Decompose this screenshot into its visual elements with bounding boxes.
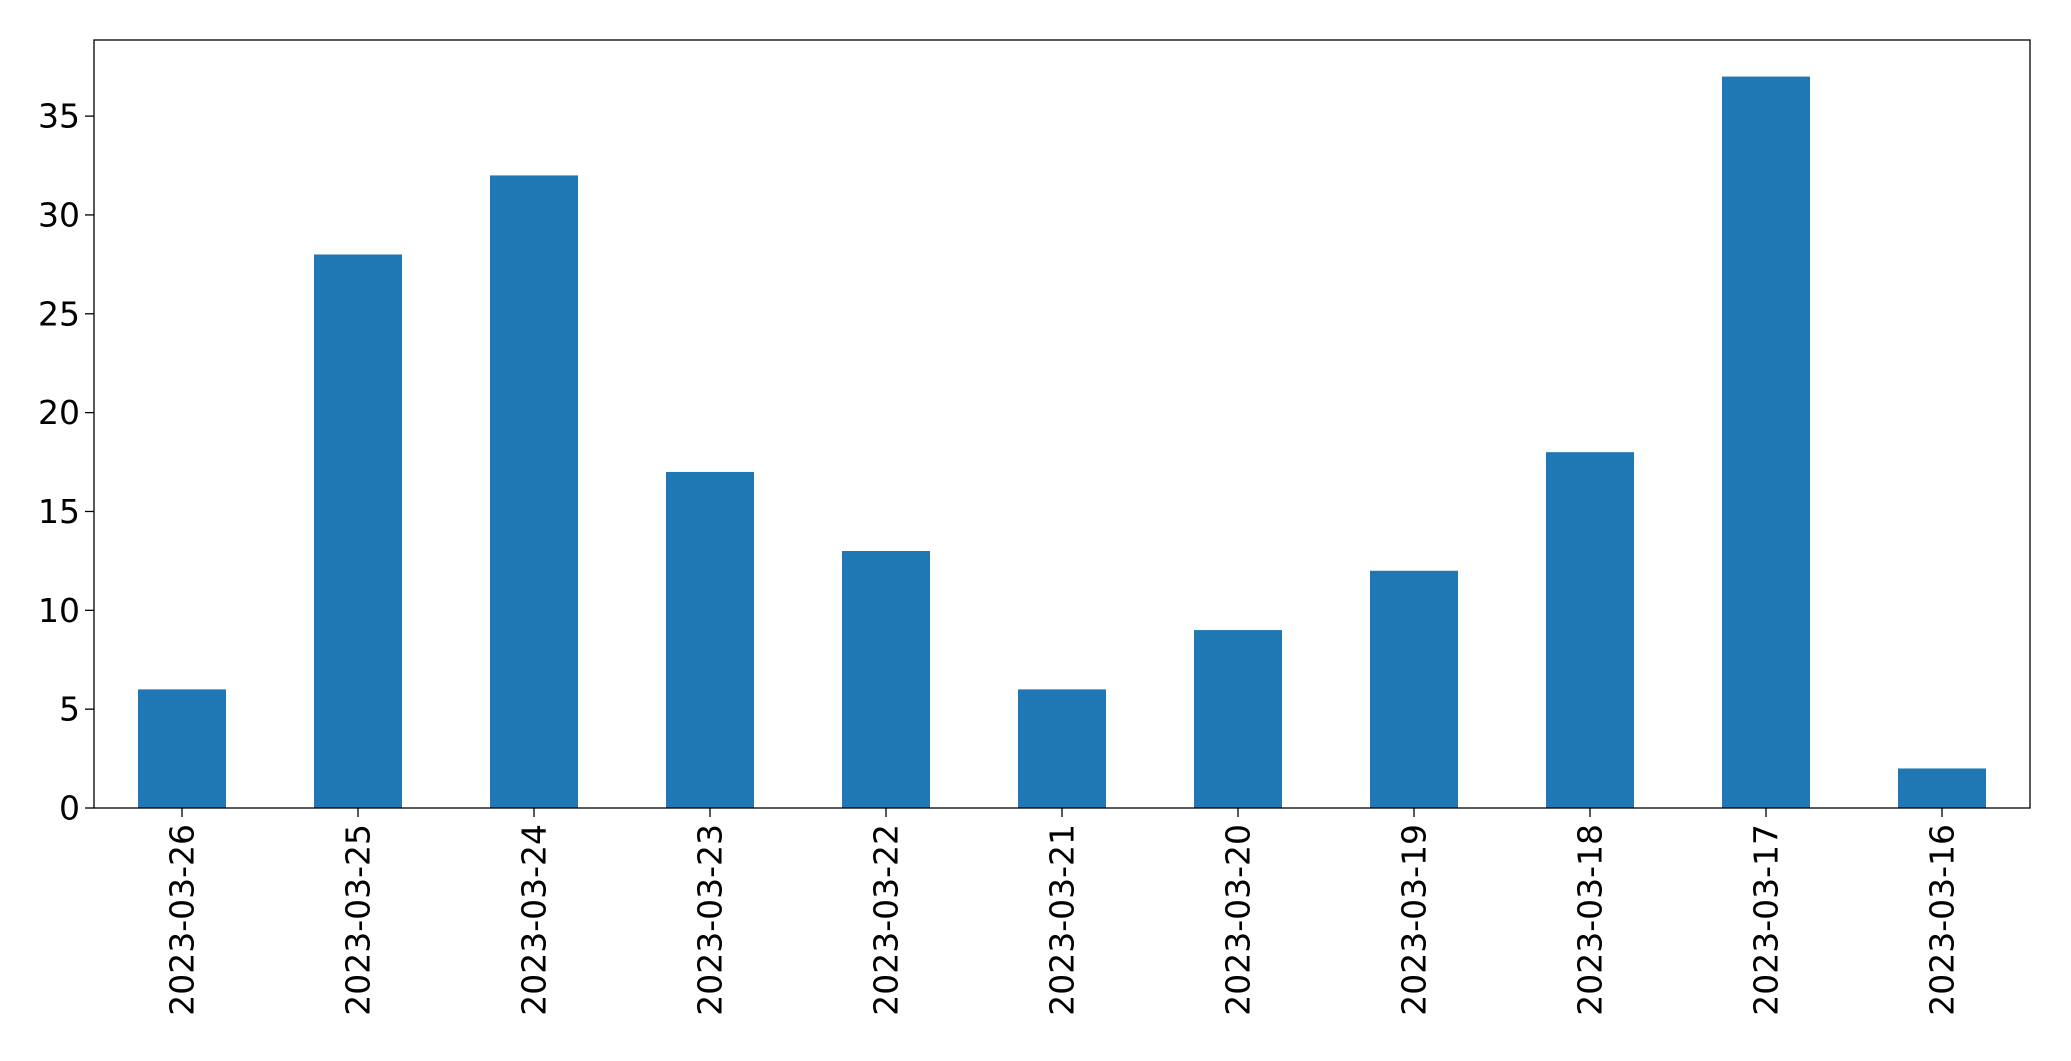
x-tick-label: 2023-03-18 — [1571, 824, 1610, 1016]
bar — [1194, 630, 1282, 808]
x-tick-label: 2023-03-23 — [691, 824, 730, 1016]
x-tick-label: 2023-03-24 — [515, 824, 554, 1016]
y-tick-label: 0 — [59, 789, 80, 828]
bar — [490, 175, 578, 808]
x-tick-label: 2023-03-17 — [1747, 824, 1786, 1016]
bar — [1722, 76, 1810, 809]
bar — [1898, 768, 1986, 808]
y-tick-label: 35 — [38, 97, 80, 136]
bar — [314, 254, 402, 809]
bar — [1370, 570, 1458, 808]
y-tick-label: 10 — [38, 591, 80, 630]
x-tick-label: 2023-03-19 — [1395, 824, 1434, 1016]
y-tick-label: 25 — [38, 294, 80, 333]
y-tick-label: 5 — [59, 690, 80, 729]
y-tick-label: 15 — [38, 492, 80, 531]
bar — [138, 689, 226, 808]
y-tick-label: 30 — [38, 195, 80, 234]
x-tick-label: 2023-03-22 — [867, 824, 906, 1016]
bar — [1018, 689, 1106, 808]
x-tick-label: 2023-03-26 — [163, 824, 202, 1016]
bar — [1546, 452, 1634, 808]
x-tick-label: 2023-03-20 — [1219, 824, 1258, 1016]
plot-frame — [93, 39, 2031, 809]
y-tick-label: 20 — [38, 393, 80, 432]
x-tick-label: 2023-03-21 — [1043, 824, 1082, 1016]
bar — [666, 471, 754, 808]
x-tick-label: 2023-03-16 — [1923, 824, 1962, 1016]
bar — [842, 551, 930, 808]
x-tick-label: 2023-03-25 — [339, 824, 378, 1016]
